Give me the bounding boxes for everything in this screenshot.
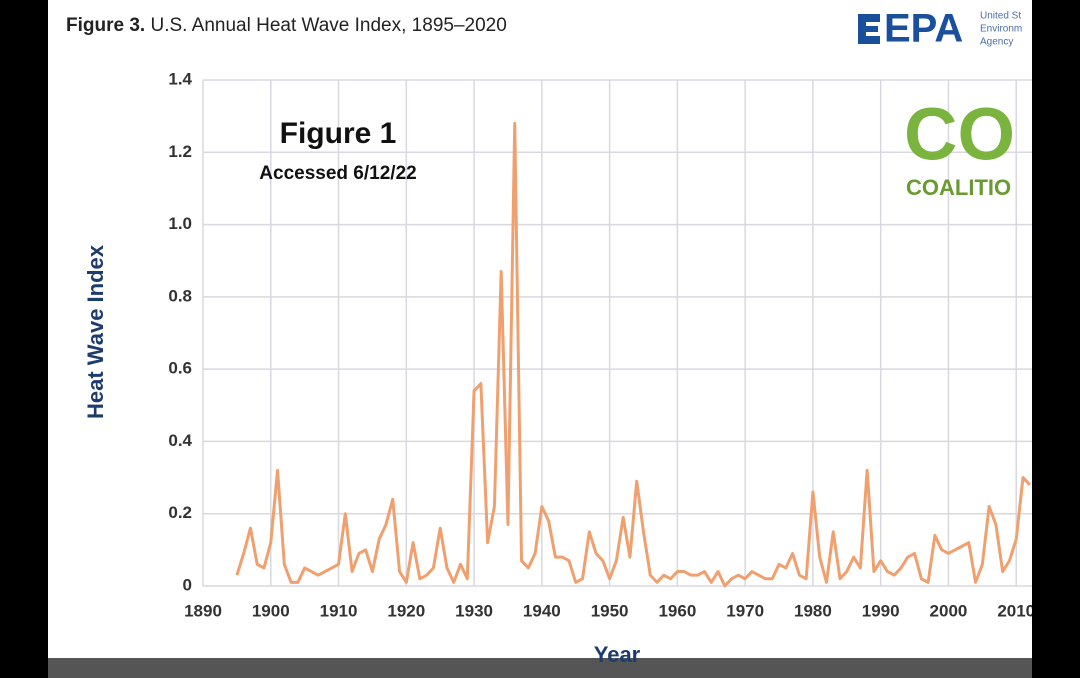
x-tick-label: 1900 bbox=[252, 601, 290, 620]
y-tick-label: 0.4 bbox=[168, 431, 192, 450]
y-tick-label: 0.6 bbox=[168, 359, 192, 378]
right-border bbox=[1032, 0, 1080, 678]
plot: 1890 1900 1910 1920 1930 1940 1950 1960 1970 1980… bbox=[168, 69, 1080, 620]
x-axis-label: Year bbox=[594, 642, 641, 667]
bottom-strip bbox=[48, 658, 1032, 678]
background bbox=[48, 0, 1032, 678]
epa-mark: EPA bbox=[884, 7, 963, 51]
y-tick-label: 1.0 bbox=[168, 214, 192, 233]
epa-line: Agency bbox=[980, 37, 1013, 48]
title: U.S. Annual Heat Wave Index, 1895–2020 bbox=[150, 15, 506, 36]
watermark-subtext: COALITIO bbox=[906, 175, 1011, 200]
x-tick-label: 1890 bbox=[184, 601, 222, 620]
figure-label: Figure 3. bbox=[66, 15, 145, 36]
y-tick-label: 1.2 bbox=[168, 142, 192, 161]
annotation: Figure 1 bbox=[280, 117, 397, 150]
y-tick-label: 0.2 bbox=[168, 503, 192, 522]
data-line bbox=[235, 121, 1031, 588]
epa-line: Environm bbox=[980, 24, 1022, 35]
x-tick-label: 1950 bbox=[591, 601, 629, 620]
epa-icon bbox=[858, 14, 880, 44]
x-tick-label: 1930 bbox=[455, 601, 493, 620]
chart-title: Figure 3. U.S. Annual Heat Wave Index, 1… bbox=[66, 15, 507, 36]
y-tick-label: 0 bbox=[183, 575, 192, 594]
watermark-text: CO bbox=[904, 93, 1015, 176]
y-tick-label: 1.4 bbox=[168, 69, 192, 88]
x-tick-label: 1970 bbox=[726, 601, 764, 620]
x-tick-label: 1980 bbox=[794, 601, 832, 620]
x-tick-label: 1910 bbox=[320, 601, 358, 620]
x-tick-label: 2000 bbox=[930, 601, 968, 620]
x-tick-label: 1920 bbox=[387, 601, 425, 620]
y-tick-label: 0.8 bbox=[168, 286, 192, 305]
y-axis-label: Heat Wave Index bbox=[83, 244, 108, 419]
x-tick-label: 2010 bbox=[997, 601, 1035, 620]
x-tick-label: 1960 bbox=[658, 601, 696, 620]
annotation: Accessed 6/12/22 bbox=[259, 163, 416, 184]
epa-line: United St bbox=[980, 11, 1021, 22]
x-tick-label: 1990 bbox=[862, 601, 900, 620]
x-tick-label: 1940 bbox=[523, 601, 561, 620]
